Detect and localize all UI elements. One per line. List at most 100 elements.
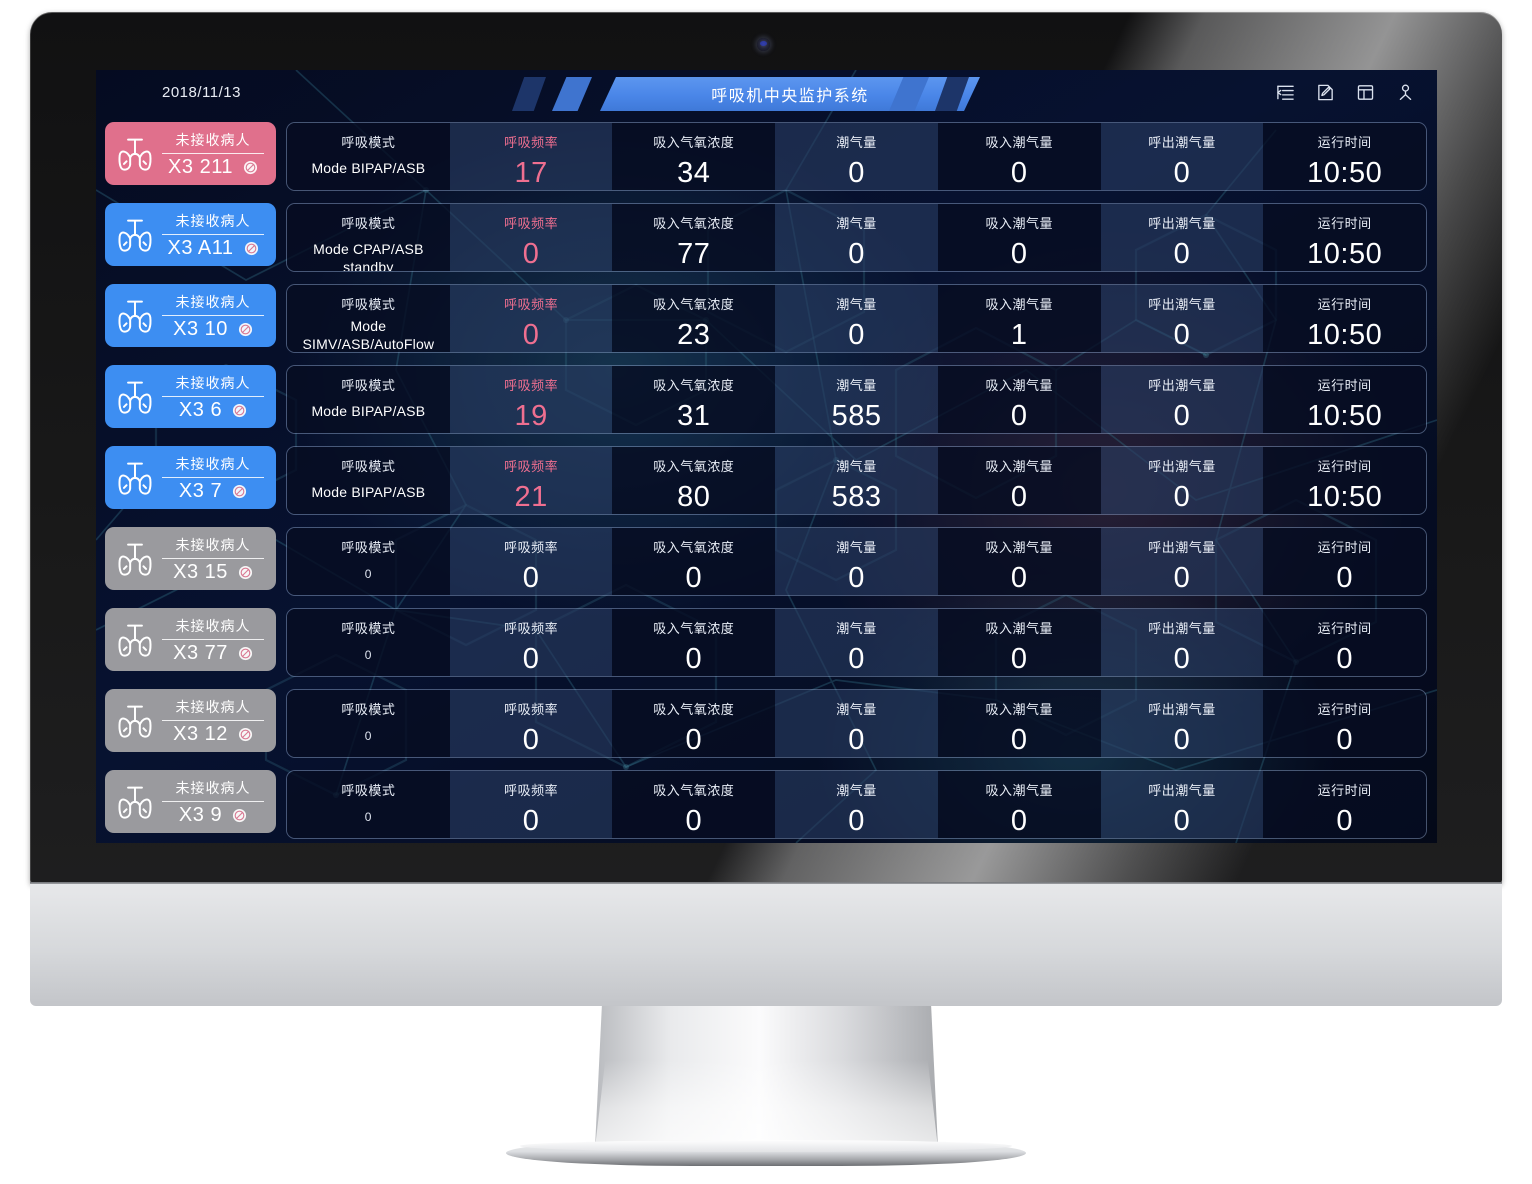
metric-cell-fio2[interactable]: 吸入气氧浓度 0: [612, 771, 776, 838]
metric-cell-vt[interactable]: 潮气量 585: [775, 366, 938, 433]
metric-cell-vti[interactable]: 吸入潮气量 0: [937, 609, 1101, 676]
metric-cell-vt[interactable]: 潮气量 0: [775, 690, 938, 757]
metric-cell-fio2[interactable]: 吸入气氧浓度 0: [612, 609, 776, 676]
metric-cell-runtime[interactable]: 运行时间 0: [1263, 690, 1426, 757]
metric-cell-vt[interactable]: 潮气量 0: [775, 771, 938, 838]
metric-cell-rate[interactable]: 呼吸频率 0: [449, 690, 613, 757]
layout-grid-icon[interactable]: [1356, 83, 1375, 102]
patient-card[interactable]: 未接收病人 X3 9: [105, 770, 276, 833]
metric-cell-runtime[interactable]: 运行时间 0: [1263, 528, 1426, 595]
blocked-icon[interactable]: [238, 646, 253, 661]
metric-cell-runtime[interactable]: 运行时间 10:50: [1263, 366, 1426, 433]
metric-cell-vt[interactable]: 潮气量 0: [775, 123, 938, 190]
metric-cell-mode[interactable]: 呼吸模式 0: [287, 609, 450, 676]
blocked-icon[interactable]: [244, 241, 259, 256]
metric-cell-fio2[interactable]: 吸入气氧浓度 23: [612, 285, 776, 352]
metric-label: 呼吸模式: [341, 703, 396, 718]
patient-card[interactable]: 未接收病人 X3 A11: [105, 203, 276, 266]
metric-cell-fio2[interactable]: 吸入气氧浓度 0: [612, 528, 776, 595]
metric-cell-rate[interactable]: 呼吸频率 0: [449, 285, 613, 352]
patient-card[interactable]: 未接收病人 X3 6: [105, 365, 276, 428]
metric-cell-vte[interactable]: 呼出潮气量 0: [1100, 771, 1264, 838]
monitor-chin: [30, 884, 1502, 1006]
metric-cell-vte[interactable]: 呼出潮气量 0: [1100, 528, 1264, 595]
device-row[interactable]: 未接收病人 X3 7 呼吸模式 Mode BIPAP/ASB 呼吸频率 21 吸入气氧浓…: [96, 443, 1437, 524]
list-view-icon[interactable]: [1276, 83, 1295, 102]
device-row[interactable]: 未接收病人 X3 15 呼吸模式 0 呼吸频率 0 吸入气氧浓度 0 潮气量 0 吸入潮气量 0 呼…: [96, 524, 1437, 605]
metric-cell-runtime[interactable]: 运行时间 10:50: [1263, 447, 1426, 514]
metric-cell-mode[interactable]: 呼吸模式 Mode SIMV/ASB/AutoFlow standby: [287, 285, 450, 352]
metric-label: 潮气量: [836, 460, 877, 475]
metric-cell-vti[interactable]: 吸入潮气量 0: [937, 771, 1101, 838]
metric-cell-rate[interactable]: 呼吸频率 17: [449, 123, 613, 190]
blocked-icon[interactable]: [232, 403, 247, 418]
metric-cell-vti[interactable]: 吸入潮气量 0: [937, 123, 1101, 190]
blocked-icon[interactable]: [232, 484, 247, 499]
metric-cell-runtime[interactable]: 运行时间 10:50: [1263, 204, 1426, 271]
metric-cell-runtime[interactable]: 运行时间 10:50: [1263, 123, 1426, 190]
metric-cell-vte[interactable]: 呼出潮气量 0: [1100, 123, 1264, 190]
metric-label: 呼吸频率: [504, 379, 559, 394]
device-row[interactable]: 未接收病人 X3 12 呼吸模式 0 呼吸频率 0 吸入气氧浓度 0 潮气量 0 吸入潮气量 0 呼…: [96, 686, 1437, 767]
metric-cell-vte[interactable]: 呼出潮气量 0: [1100, 609, 1264, 676]
metric-cell-vte[interactable]: 呼出潮气量 0: [1100, 366, 1264, 433]
device-row[interactable]: 未接收病人 X3 9 呼吸模式 0 呼吸频率 0 吸入气氧浓度 0 潮气量 0 吸入潮气量 0 呼出…: [96, 767, 1437, 843]
patient-card[interactable]: 未接收病人 X3 15: [105, 527, 276, 590]
metric-cell-mode[interactable]: 呼吸模式 Mode BIPAP/ASB: [287, 447, 450, 514]
metric-cell-fio2[interactable]: 吸入气氧浓度 77: [612, 204, 776, 271]
patient-card[interactable]: 未接收病人 X3 12: [105, 689, 276, 752]
metric-cell-mode[interactable]: 呼吸模式 Mode BIPAP/ASB: [287, 123, 450, 190]
blocked-icon[interactable]: [238, 322, 253, 337]
metric-cell-runtime[interactable]: 运行时间 0: [1263, 771, 1426, 838]
patient-card[interactable]: 未接收病人 X3 77: [105, 608, 276, 671]
metric-cell-vte[interactable]: 呼出潮气量 0: [1100, 204, 1264, 271]
metric-cell-fio2[interactable]: 吸入气氧浓度 34: [612, 123, 776, 190]
metric-cell-rate[interactable]: 呼吸频率 21: [449, 447, 613, 514]
metric-cell-vt[interactable]: 潮气量 0: [775, 609, 938, 676]
metric-cell-vte[interactable]: 呼出潮气量 0: [1100, 447, 1264, 514]
metric-cell-vti[interactable]: 吸入潮气量 0: [937, 528, 1101, 595]
metric-cell-mode[interactable]: 呼吸模式 0: [287, 690, 450, 757]
user-account-icon[interactable]: [1396, 83, 1415, 102]
metric-cell-vte[interactable]: 呼出潮气量 0: [1100, 285, 1264, 352]
metric-cell-vti[interactable]: 吸入潮气量 0: [937, 366, 1101, 433]
blocked-icon[interactable]: [238, 727, 253, 742]
metric-cell-runtime[interactable]: 运行时间 10:50: [1263, 285, 1426, 352]
patient-card[interactable]: 未接收病人 X3 7: [105, 446, 276, 509]
metric-cell-runtime[interactable]: 运行时间 0: [1263, 609, 1426, 676]
metric-cell-rate[interactable]: 呼吸频率 0: [449, 204, 613, 271]
blocked-icon[interactable]: [232, 808, 247, 823]
device-row[interactable]: 未接收病人 X3 6 呼吸模式 Mode BIPAP/ASB 呼吸频率 19 吸入气氧浓…: [96, 362, 1437, 443]
blocked-icon[interactable]: [238, 565, 253, 580]
metric-cell-vti[interactable]: 吸入潮气量 1: [937, 285, 1101, 352]
metric-cell-vte[interactable]: 呼出潮气量 0: [1100, 690, 1264, 757]
metric-cell-mode[interactable]: 呼吸模式 Mode BIPAP/ASB: [287, 366, 450, 433]
device-row[interactable]: 未接收病人 X3 A11 呼吸模式 Mode CPAP/ASB standby 呼吸…: [96, 200, 1437, 281]
metric-cell-fio2[interactable]: 吸入气氧浓度 80: [612, 447, 776, 514]
metric-cell-vt[interactable]: 潮气量 583: [775, 447, 938, 514]
metric-cell-vt[interactable]: 潮气量 0: [775, 204, 938, 271]
patient-card[interactable]: 未接收病人 X3 10: [105, 284, 276, 347]
device-row[interactable]: 未接收病人 X3 211 呼吸模式 Mode BIPAP/ASB 呼吸频率 17 吸入气…: [96, 119, 1437, 200]
metric-cell-fio2[interactable]: 吸入气氧浓度 31: [612, 366, 776, 433]
patient-card[interactable]: 未接收病人 X3 211: [105, 122, 276, 185]
device-row[interactable]: 未接收病人 X3 10 呼吸模式 Mode SIMV/ASB/AutoFlow s…: [96, 281, 1437, 362]
blocked-icon[interactable]: [243, 160, 258, 175]
metric-cell-rate[interactable]: 呼吸频率 0: [449, 528, 613, 595]
metric-cell-mode[interactable]: 呼吸模式 0: [287, 771, 450, 838]
metric-cell-mode[interactable]: 呼吸模式 0: [287, 528, 450, 595]
metric-cell-fio2[interactable]: 吸入气氧浓度 0: [612, 690, 776, 757]
card-divider: [162, 558, 264, 559]
metric-cell-rate[interactable]: 呼吸频率 19: [449, 366, 613, 433]
metric-cell-rate[interactable]: 呼吸频率 0: [449, 609, 613, 676]
metric-cell-mode[interactable]: 呼吸模式 Mode CPAP/ASB standby: [287, 204, 450, 271]
metric-cell-vt[interactable]: 潮气量 0: [775, 528, 938, 595]
metric-cell-vt[interactable]: 潮气量 0: [775, 285, 938, 352]
metric-cell-vti[interactable]: 吸入潮气量 0: [937, 690, 1101, 757]
device-row[interactable]: 未接收病人 X3 77 呼吸模式 0 呼吸频率 0 吸入气氧浓度 0 潮气量 0 吸入潮气量 0 呼…: [96, 605, 1437, 686]
metric-cell-vti[interactable]: 吸入潮气量 0: [937, 204, 1101, 271]
edit-note-icon[interactable]: [1316, 83, 1335, 102]
metric-cell-vti[interactable]: 吸入潮气量 0: [937, 447, 1101, 514]
metric-label: 运行时间: [1317, 541, 1372, 556]
metric-cell-rate[interactable]: 呼吸频率 0: [449, 771, 613, 838]
